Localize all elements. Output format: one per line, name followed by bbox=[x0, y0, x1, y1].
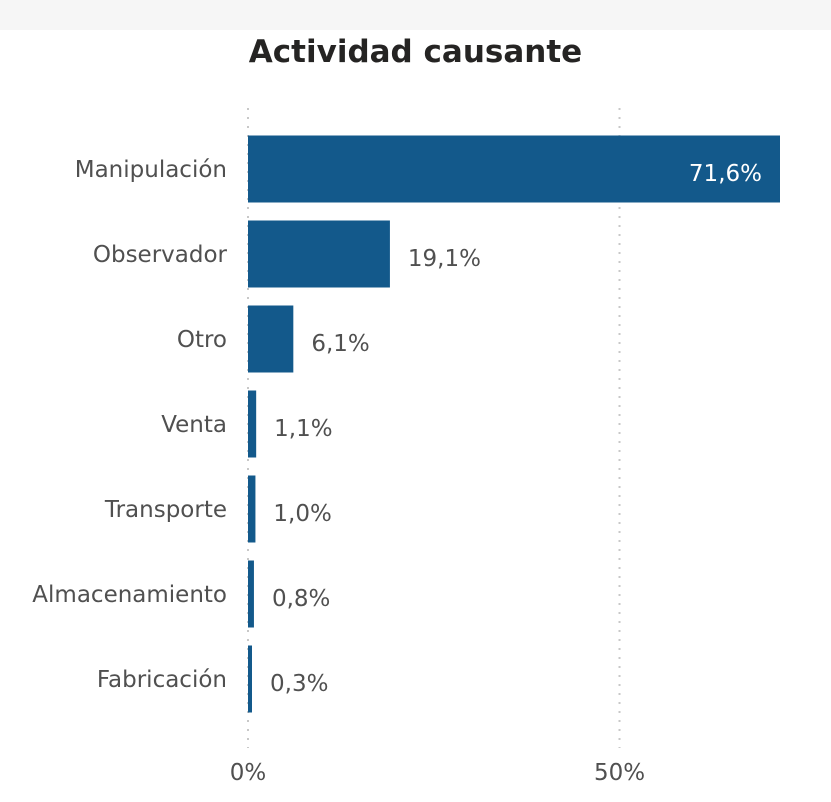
category-label-2: Otro bbox=[177, 327, 227, 353]
category-label-6: Fabricación bbox=[97, 667, 227, 693]
bar-4[interactable] bbox=[248, 475, 256, 543]
x-tick-label-1: 50% bbox=[594, 760, 645, 786]
category-label-1: Observador bbox=[93, 242, 228, 268]
value-label-6: 0,3% bbox=[270, 671, 328, 697]
bar-1[interactable] bbox=[248, 220, 390, 288]
value-label-3: 1,1% bbox=[274, 416, 332, 442]
bar-5[interactable] bbox=[248, 560, 254, 628]
labels: 0% 50% Manipulación 71,6% Observador 19,1% Otr… bbox=[32, 157, 762, 786]
category-label-5: Almacenamiento bbox=[32, 582, 227, 608]
bars bbox=[248, 135, 780, 713]
top-strip bbox=[0, 0, 831, 30]
value-label-1: 19,1% bbox=[408, 246, 481, 272]
bar-0[interactable] bbox=[248, 135, 780, 203]
category-label-4: Transporte bbox=[104, 497, 227, 523]
category-label-0: Manipulación bbox=[75, 157, 227, 183]
x-tick-label-0: 0% bbox=[230, 760, 267, 786]
category-label-3: Venta bbox=[161, 412, 227, 438]
value-label-0: 71,6% bbox=[689, 161, 762, 187]
bar-2[interactable] bbox=[248, 305, 294, 373]
value-label-2: 6,1% bbox=[311, 331, 369, 357]
value-label-4: 1,0% bbox=[273, 501, 331, 527]
chart-title: Actividad causante bbox=[248, 34, 583, 70]
value-label-5: 0,8% bbox=[272, 586, 330, 612]
bar-6[interactable] bbox=[248, 645, 252, 713]
bar-3[interactable] bbox=[248, 390, 257, 458]
